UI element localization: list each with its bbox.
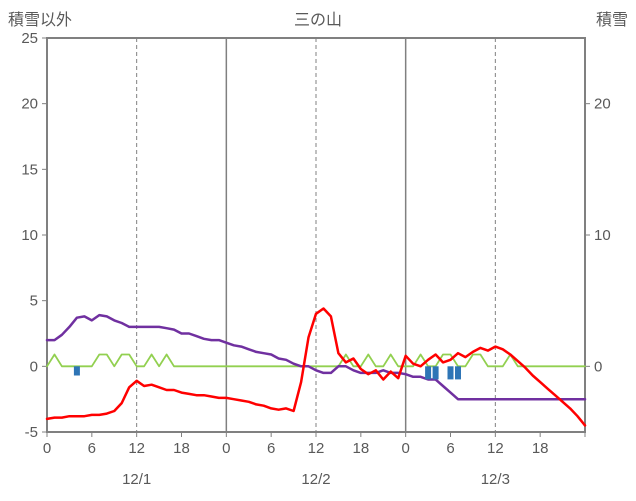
- left-axis-tick-label: 5: [30, 293, 38, 310]
- x-tick-label: 0: [401, 440, 409, 457]
- right-axis-title: 積雪: [595, 12, 628, 29]
- x-tick-label: 18: [173, 440, 190, 457]
- left-axis-tick-label: 10: [21, 227, 38, 244]
- blue-bars: [455, 366, 461, 380]
- date-label: 12/2: [301, 471, 330, 488]
- x-tick-label: 12: [308, 440, 325, 457]
- x-tick-label: 0: [222, 440, 230, 457]
- left-axis-tick-label: 20: [21, 96, 38, 113]
- purple-line: [45, 313, 587, 401]
- right-axis-tick-label: 20: [594, 96, 611, 113]
- x-tick-label: 6: [267, 440, 275, 457]
- blue-bars: [73, 366, 80, 376]
- x-tick-label: 12: [487, 440, 504, 457]
- left-axis-tick-label: 0: [30, 358, 38, 375]
- blue-bars: [432, 366, 439, 380]
- blue-bars: [447, 366, 454, 380]
- chart-title: 三の山: [293, 12, 342, 29]
- red-line: [45, 307, 587, 427]
- green-line: [46, 353, 586, 368]
- left-axis-tick-label: 25: [21, 30, 38, 47]
- x-tick-label: 12: [128, 440, 145, 457]
- x-tick-label: 0: [43, 440, 51, 457]
- x-tick-label: 6: [88, 440, 96, 457]
- x-tick-label: 18: [352, 440, 369, 457]
- right-axis-tick-label: 0: [594, 358, 602, 375]
- x-tick-label: 6: [446, 440, 454, 457]
- right-axis-tick-label: 10: [594, 227, 611, 244]
- left-axis-tick-label: -5: [25, 424, 38, 441]
- date-label: 12/3: [481, 471, 510, 488]
- x-tick-label: 18: [532, 440, 549, 457]
- blue-bars: [425, 366, 432, 380]
- left-axis-tick-label: 15: [21, 161, 38, 178]
- left-axis-title: 積雪以外: [8, 12, 73, 29]
- date-label: 12/1: [122, 471, 151, 488]
